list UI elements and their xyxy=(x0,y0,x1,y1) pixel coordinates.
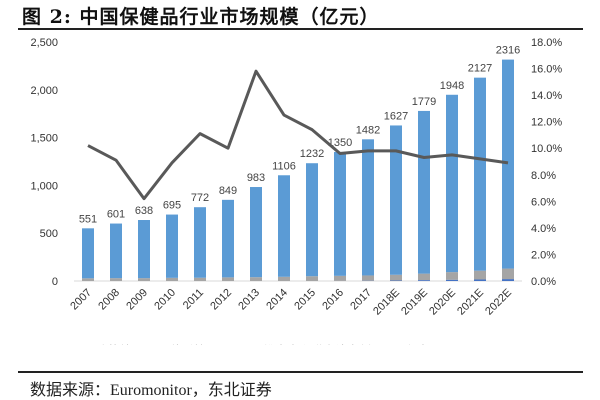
bar-segment xyxy=(502,59,514,269)
bar-segment xyxy=(334,151,346,276)
bar-segment xyxy=(502,279,514,281)
legend-label: 维生素和膳食补充剂 xyxy=(263,343,371,345)
bar-segment xyxy=(446,94,458,273)
data-label: 772 xyxy=(191,192,209,204)
x-tick-label: 2010 xyxy=(152,287,178,313)
data-label: 695 xyxy=(163,200,181,212)
title-rule xyxy=(18,28,583,30)
x-tick-label: 2008 xyxy=(96,287,122,313)
bar-segment xyxy=(362,275,374,281)
bar-segment xyxy=(474,77,486,271)
left-tick-label: 2,500 xyxy=(30,37,58,49)
bar-segment xyxy=(250,187,262,278)
bar-segment xyxy=(306,163,318,277)
bar-segment xyxy=(474,279,486,281)
figure-title: 图 2: 中国保健品行业市场规模（亿元） xyxy=(22,6,380,28)
data-label: 601 xyxy=(107,209,125,221)
x-tick-label: 2011 xyxy=(181,287,206,312)
bar-segment xyxy=(222,277,234,281)
data-label: 1627 xyxy=(384,110,408,122)
x-tick-label: 2013 xyxy=(236,287,262,313)
x-tick-label: 2009 xyxy=(124,287,150,313)
bar-segment xyxy=(222,199,234,278)
bar-segment xyxy=(82,278,94,281)
bar-segment xyxy=(278,175,290,277)
left-tick-label: 0 xyxy=(52,276,58,288)
right-tick-label: 16.0% xyxy=(531,64,562,76)
x-tick-label: 2021E xyxy=(455,287,486,318)
data-label: 1482 xyxy=(356,124,380,136)
bar-segment xyxy=(166,214,178,278)
left-tick-label: 2,000 xyxy=(30,85,58,97)
x-tick-label: 2019E xyxy=(399,287,430,318)
bar-segment xyxy=(418,280,430,281)
x-tick-label: 2014 xyxy=(264,287,290,313)
right-tick-label: 6.0% xyxy=(531,196,556,208)
bar-segment xyxy=(334,275,346,281)
bar-segment xyxy=(194,277,206,281)
bar-segment xyxy=(250,277,262,281)
bar-segment xyxy=(502,268,514,280)
bar-segment xyxy=(138,278,150,281)
bar-segment xyxy=(362,139,374,276)
right-tick-label: 10.0% xyxy=(531,143,562,155)
x-tick-label: 2015 xyxy=(292,287,318,313)
right-tick-label: 4.0% xyxy=(531,223,556,235)
bar-segment xyxy=(390,125,402,275)
data-label: 2316 xyxy=(496,45,520,57)
bar-segment xyxy=(278,276,290,281)
right-tick-label: 18.0% xyxy=(531,37,562,49)
right-tick-label: 2.0% xyxy=(531,249,556,261)
left-tick-label: 500 xyxy=(40,228,58,240)
data-label: 2127 xyxy=(468,63,492,75)
chart: 0 500 1,000 1,500 2,000 2,500 0.0% 2.0% 4.0% 6.0%… xyxy=(30,37,562,345)
left-tick-label: 1,500 xyxy=(30,133,58,145)
legend-label: 体重管理 xyxy=(170,343,218,345)
bar-segment xyxy=(446,272,458,280)
data-label: 849 xyxy=(219,185,237,197)
right-tick-label: 14.0% xyxy=(531,90,562,102)
bar-segment xyxy=(418,110,430,274)
left-tick-label: 1,000 xyxy=(30,180,58,192)
bar-segment xyxy=(390,274,402,281)
data-label: 1350 xyxy=(328,137,352,149)
bar-segment xyxy=(194,207,206,278)
data-label: 551 xyxy=(79,213,97,225)
bar-segment xyxy=(306,276,318,281)
x-tick-label: 2007 xyxy=(68,287,94,313)
data-label: 1948 xyxy=(440,80,464,92)
source-rule xyxy=(18,371,583,373)
x-tick-label: 2016 xyxy=(320,287,346,313)
source-note: 数据来源：Euromonitor，东北证券 xyxy=(30,382,272,399)
bar-segment xyxy=(82,228,94,279)
data-label: 1106 xyxy=(272,160,296,172)
legend-label: 合计-yoy xyxy=(403,343,450,345)
right-tick-label: 12.0% xyxy=(531,117,562,129)
x-tick-label: 2022E xyxy=(483,287,514,318)
right-tick-label: 0.0% xyxy=(531,276,556,288)
data-label: 1779 xyxy=(412,96,436,108)
x-tick-label: 2020E xyxy=(427,287,458,318)
legend-label: 运动营养 xyxy=(83,343,131,345)
data-label: 638 xyxy=(135,205,153,217)
bar-segment xyxy=(138,220,150,279)
bar-segment xyxy=(110,223,122,279)
x-tick-label: 2017 xyxy=(348,287,374,313)
data-label: 983 xyxy=(247,172,265,184)
right-tick-label: 8.0% xyxy=(531,170,556,182)
bar-segment xyxy=(474,270,486,280)
yoy-line xyxy=(87,69,509,201)
x-tick-label: 2012 xyxy=(208,287,234,313)
data-label: 1232 xyxy=(300,148,324,160)
bar-segment xyxy=(110,278,122,281)
bar-segment xyxy=(166,277,178,281)
bar-segment xyxy=(418,273,430,281)
bar-segment xyxy=(446,279,458,281)
x-tick-label: 2018E xyxy=(371,287,402,318)
